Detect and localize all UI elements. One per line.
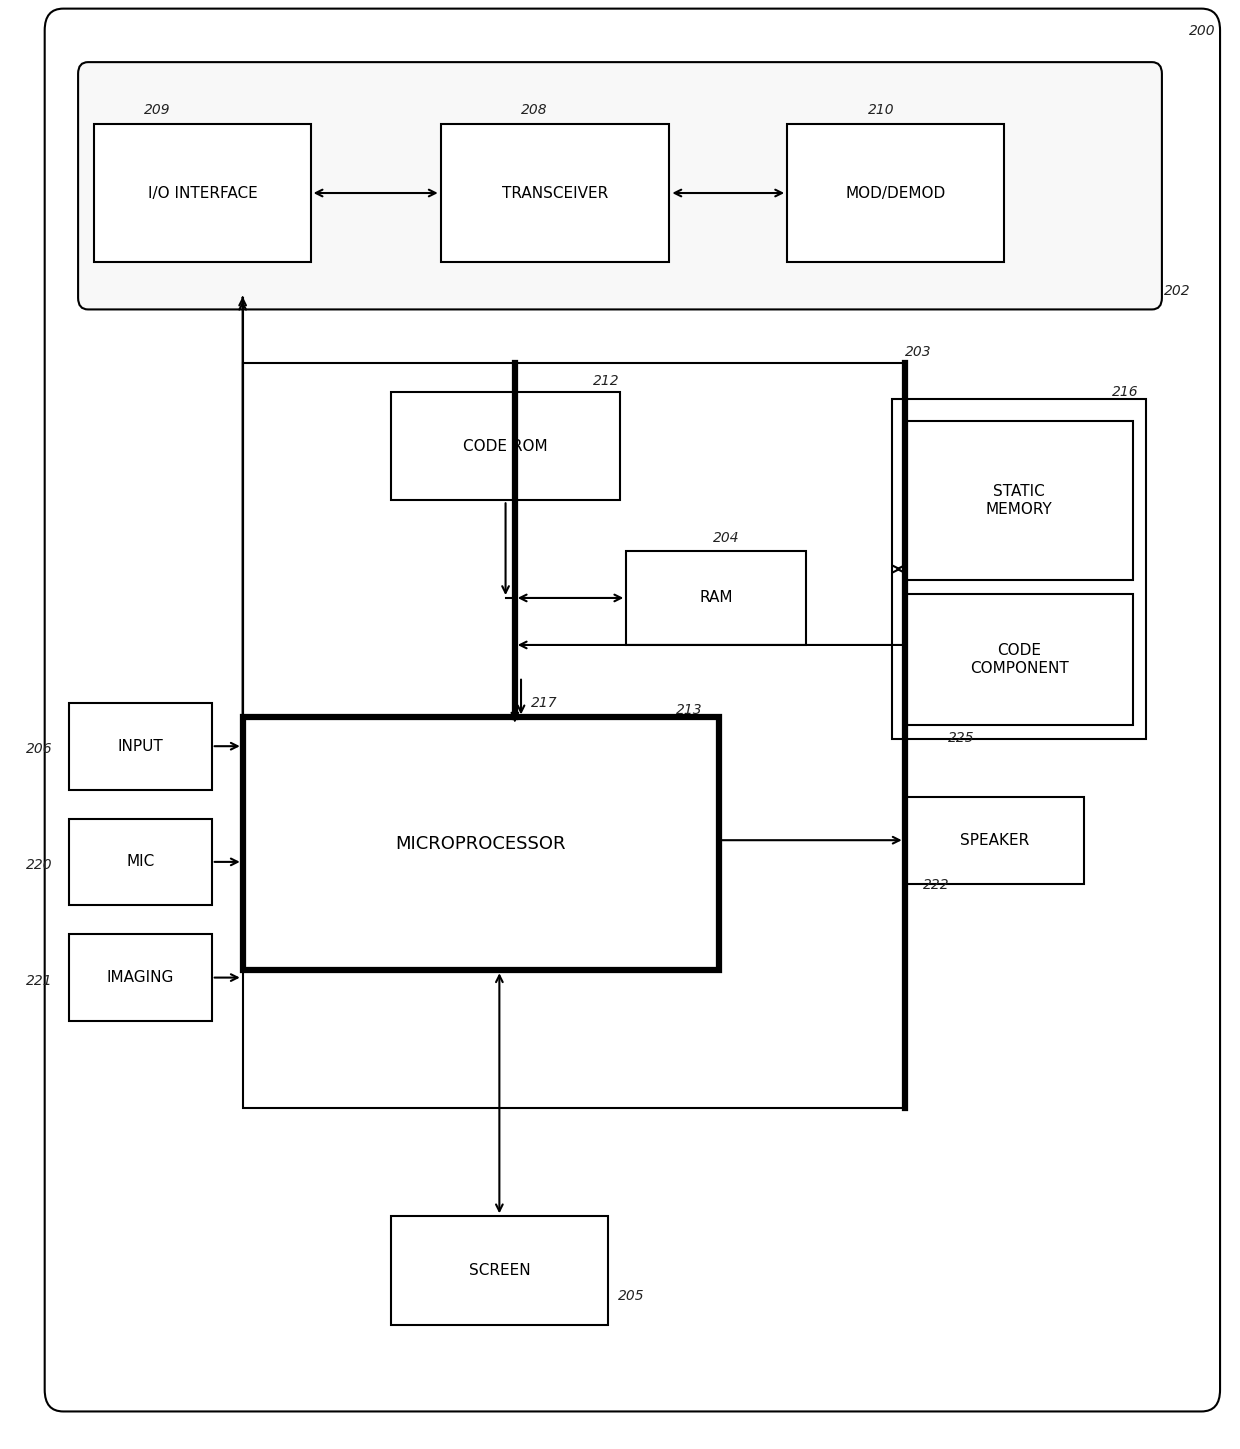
Bar: [243, 717, 719, 971]
Bar: [243, 362, 904, 1107]
Bar: [69, 703, 212, 790]
Text: MIC: MIC: [126, 855, 155, 869]
FancyBboxPatch shape: [78, 62, 1162, 310]
Text: CODE ROM: CODE ROM: [464, 439, 548, 454]
Text: 212: 212: [593, 374, 620, 387]
Text: 200: 200: [1189, 23, 1215, 38]
Text: 216: 216: [1112, 385, 1140, 398]
Text: 217: 217: [531, 696, 558, 710]
Bar: [626, 551, 806, 645]
Text: IMAGING: IMAGING: [107, 969, 175, 985]
Text: RAM: RAM: [699, 590, 733, 606]
Bar: [69, 819, 212, 906]
Bar: [440, 125, 670, 262]
Text: 213: 213: [676, 703, 702, 717]
Text: MICROPROCESSOR: MICROPROCESSOR: [396, 835, 567, 853]
Text: 221: 221: [26, 974, 53, 988]
Text: 220: 220: [26, 858, 53, 872]
Text: 210: 210: [868, 103, 894, 117]
Text: 203: 203: [904, 345, 931, 358]
Text: 225: 225: [947, 730, 975, 745]
Text: I/O INTERFACE: I/O INTERFACE: [148, 185, 258, 200]
Bar: [904, 797, 1084, 884]
Text: CODE
COMPONENT: CODE COMPONENT: [970, 643, 1069, 675]
Text: SCREEN: SCREEN: [469, 1264, 531, 1278]
Text: SPEAKER: SPEAKER: [960, 833, 1029, 848]
Bar: [69, 935, 212, 1022]
Text: 204: 204: [713, 532, 739, 545]
Text: 222: 222: [923, 878, 950, 893]
Bar: [391, 391, 620, 500]
Bar: [94, 125, 311, 262]
Bar: [391, 1216, 608, 1324]
Text: INPUT: INPUT: [118, 739, 164, 753]
Text: TRANSCEIVER: TRANSCEIVER: [502, 185, 608, 200]
FancyBboxPatch shape: [45, 9, 1220, 1411]
Bar: [904, 594, 1133, 724]
Text: 205: 205: [618, 1290, 644, 1303]
Text: 202: 202: [1164, 284, 1190, 298]
Text: 208: 208: [521, 103, 548, 117]
Text: 206: 206: [26, 742, 53, 756]
Text: MOD/DEMOD: MOD/DEMOD: [846, 185, 945, 200]
Bar: [893, 398, 1146, 739]
Text: STATIC
MEMORY: STATIC MEMORY: [986, 484, 1053, 516]
Bar: [787, 125, 1003, 262]
Text: 209: 209: [144, 103, 170, 117]
Bar: [904, 420, 1133, 580]
